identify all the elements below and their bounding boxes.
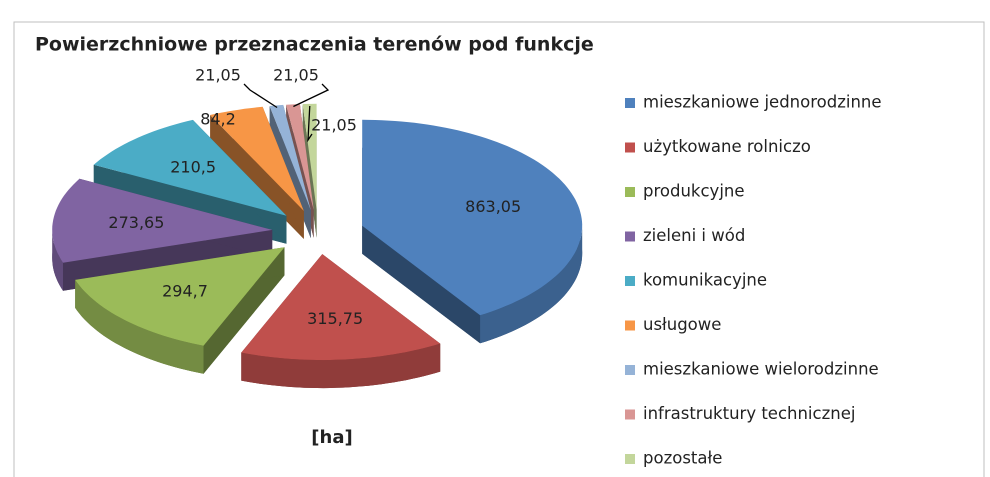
legend-label: mieszkaniowe wielorodzinne <box>643 360 879 379</box>
data-label: 315,75 <box>307 309 363 328</box>
data-label: 863,05 <box>465 197 521 216</box>
legend-label: mieszkaniowe jednorodzinne <box>643 93 882 112</box>
data-label: 21,05 <box>311 116 357 135</box>
legend-label: zieleni i wód <box>643 226 745 245</box>
leader-line <box>243 83 278 109</box>
data-label: 21,05 <box>273 66 319 85</box>
slice-side <box>203 247 285 374</box>
slice-wall <box>52 229 63 291</box>
data-label: 21,05 <box>195 66 241 85</box>
legend-label: produkcyjne <box>643 182 745 201</box>
legend-swatch <box>625 231 635 242</box>
unit-label: [ha] <box>311 427 352 448</box>
slice <box>269 104 311 211</box>
data-label: 294,7 <box>162 282 208 301</box>
slice-wall <box>480 225 583 344</box>
legend-label: pozostałe <box>643 449 722 468</box>
legend-swatch <box>625 142 635 153</box>
legend-label: usługowe <box>643 315 721 334</box>
slice-side <box>302 104 317 238</box>
slice-wall <box>75 279 204 374</box>
slice-side <box>210 115 304 239</box>
slice-wall <box>241 343 441 389</box>
slice <box>286 104 314 210</box>
leader-line <box>293 83 330 108</box>
slice <box>93 119 287 216</box>
slice <box>52 178 273 263</box>
slice <box>75 247 285 346</box>
data-label: 273,65 <box>108 213 164 232</box>
legend-swatch <box>625 409 635 420</box>
legend-swatch <box>625 365 635 375</box>
legend-label: użytkowane rolniczo <box>643 137 811 156</box>
legend-swatch <box>625 276 635 286</box>
leader-line <box>307 105 313 143</box>
legend-swatch <box>625 98 635 108</box>
legend-swatch <box>625 187 635 197</box>
slice <box>362 119 583 316</box>
legend-swatch <box>625 320 635 331</box>
slice-side <box>362 225 481 344</box>
slice <box>302 103 317 210</box>
legend-label: infrastruktury technicznej <box>643 404 855 423</box>
slice <box>241 254 441 361</box>
slice <box>210 106 304 211</box>
chart-title: Powierzchniowe przeznaczenia terenów pod… <box>35 34 594 56</box>
data-label: 84,2 <box>200 110 236 129</box>
data-label: 210,5 <box>170 157 216 176</box>
legend-swatch <box>625 454 635 464</box>
legend-label: komunikacyjne <box>643 271 767 290</box>
